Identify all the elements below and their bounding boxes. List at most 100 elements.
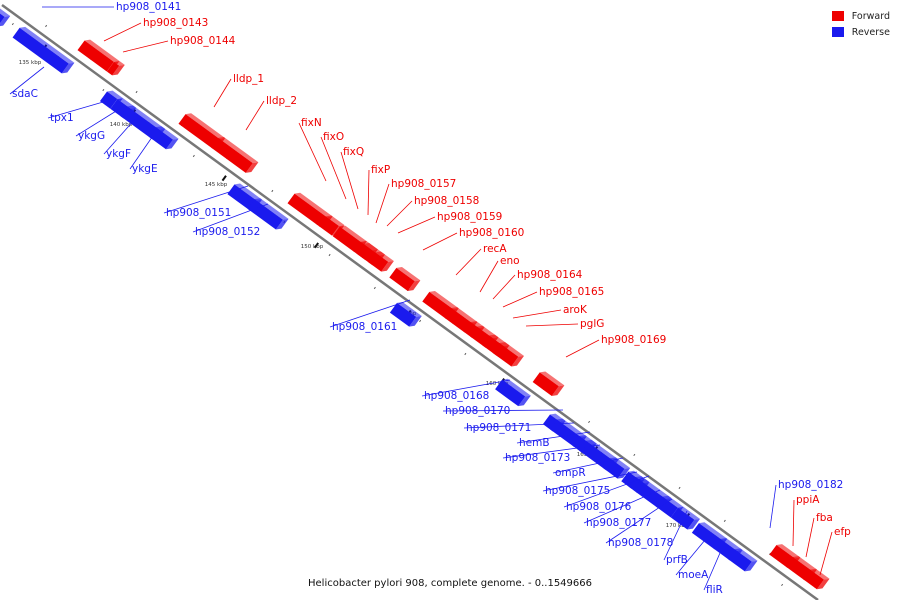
- gene-label-ykgE[interactable]: ykgE: [132, 163, 158, 175]
- gene-label-aroK[interactable]: aroK: [563, 304, 588, 316]
- gene-label-eno[interactable]: eno: [500, 255, 520, 267]
- legend-forward-label: Forward: [851, 10, 890, 22]
- gene-feature-hp908_0144[interactable]: [106, 59, 125, 78]
- genome-caption: Helicobacter pylori 908, complete genome…: [308, 578, 592, 589]
- gene-block-top: [218, 137, 259, 164]
- gene-feature-pglG[interactable]: [492, 340, 524, 369]
- leader-line-hp908_0182: [769, 484, 777, 529]
- gene-feature-hp908_0169[interactable]: [532, 369, 565, 398]
- gene-block-top: [698, 522, 728, 540]
- gene-label-hp908_0157[interactable]: hp908_0157: [391, 178, 456, 190]
- gene-label-hp908_0152[interactable]: hp908_0152: [195, 226, 260, 238]
- gene-feature-prfB[interactable]: [670, 505, 700, 532]
- gene-feature-lldp_2[interactable]: [211, 135, 259, 175]
- gene-label-hp908_0161[interactable]: hp908_0161: [332, 321, 397, 333]
- gene-feature-ompR[interactable]: [603, 455, 631, 481]
- gene-label-hp908_0170[interactable]: hp908_0170: [445, 405, 510, 417]
- gene-feature-hp908_0141[interactable]: [0, 1, 11, 29]
- gene-label-moeA[interactable]: moeA: [678, 569, 709, 581]
- minor-tick: [102, 88, 105, 92]
- gene-block-face: [368, 252, 389, 272]
- gene-label-fixN[interactable]: fixN: [301, 117, 322, 129]
- gene-block-side: [112, 64, 125, 76]
- gene-label-hp908_0151[interactable]: hp908_0151: [166, 207, 231, 219]
- gene-label-ykgF[interactable]: ykgF: [106, 148, 131, 160]
- gene-label-lldp_2[interactable]: lldp_2: [266, 95, 297, 107]
- gene-block-face: [727, 549, 752, 572]
- gene-label-tpx1[interactable]: tpx1: [50, 112, 74, 124]
- gene-label-hp908_0164[interactable]: hp908_0164: [517, 269, 583, 281]
- gene-label-fixQ[interactable]: fixQ: [343, 146, 364, 158]
- gene-label-hp908_0143[interactable]: hp908_0143: [143, 17, 208, 29]
- gene-block-face: [389, 267, 415, 291]
- gene-feature-hp908_0158[interactable]: [368, 249, 394, 274]
- minor-tick: [588, 420, 591, 424]
- gene-label-prfB[interactable]: prfB: [666, 554, 688, 566]
- gene-label-fba[interactable]: fba: [816, 512, 833, 524]
- gene-block-side: [381, 261, 394, 272]
- gene-label-fliR[interactable]: fliR: [706, 584, 723, 596]
- gene-feature-hp908_0182[interactable]: [727, 546, 758, 574]
- gene-block-face: [769, 544, 795, 568]
- gene-feature-hp908_0160[interactable]: [389, 265, 421, 294]
- scale-tick-label: 135 kbp: [19, 60, 42, 66]
- gene-label-hp908_0160[interactable]: hp908_0160: [459, 227, 524, 239]
- gene-block-top: [107, 90, 123, 100]
- gene-label-hp908_0159[interactable]: hp908_0159: [437, 211, 502, 223]
- gene-block-top: [720, 537, 743, 551]
- gene-label-sdaC[interactable]: sdaC: [12, 88, 38, 100]
- gene-block-side: [275, 218, 289, 230]
- scale-tick-label: 145 kbp: [205, 182, 228, 188]
- leader-line-hp908_0175: [542, 471, 638, 492]
- gene-label-fixO[interactable]: fixO: [323, 131, 344, 143]
- gene-label-hp908_0173[interactable]: hp908_0173: [505, 452, 570, 464]
- scale-tick-label: 140 kbp: [110, 122, 133, 128]
- gene-block-top: [375, 251, 394, 262]
- gene-label-hp908_0171[interactable]: hp908_0171: [466, 422, 531, 434]
- gene-label-hp908_0177[interactable]: hp908_0177: [586, 517, 651, 529]
- leader-line-hp908_0157: [375, 183, 390, 224]
- gene-feature-sdaC[interactable]: [12, 25, 75, 76]
- minor-tick: [192, 154, 195, 158]
- gene-label-ompR[interactable]: ompR: [555, 467, 586, 479]
- gene-label-hp908_0141[interactable]: hp908_0141: [116, 1, 181, 13]
- leader-line-eno: [479, 260, 499, 293]
- gene-label-ppiA[interactable]: ppiA: [796, 494, 820, 506]
- gene-label-hp908_0165[interactable]: hp908_0165: [539, 286, 604, 298]
- gene-label-fixP[interactable]: fixP: [371, 164, 390, 176]
- gene-label-hp908_0168[interactable]: hp908_0168: [424, 390, 489, 402]
- gene-label-pglG[interactable]: pglG: [580, 318, 604, 330]
- gene-block-face: [332, 226, 362, 252]
- minor-tick: [135, 90, 138, 94]
- gene-block-face: [785, 556, 812, 581]
- gene-block-top: [127, 105, 166, 130]
- leader-line-hemB: [516, 431, 591, 444]
- gene-label-hp908_0176[interactable]: hp908_0176: [566, 501, 632, 513]
- minor-tick: [328, 253, 331, 257]
- gene-block-top: [0, 3, 11, 17]
- gene-block-top: [114, 61, 125, 66]
- gene-label-hp908_0175[interactable]: hp908_0175: [545, 485, 610, 497]
- gene-label-hp908_0178[interactable]: hp908_0178: [608, 537, 673, 549]
- gene-feature-hp908_0152[interactable]: [247, 196, 289, 232]
- gene-block-face: [549, 419, 582, 447]
- leader-line-hp908_0169: [565, 339, 600, 358]
- gene-label-hemB[interactable]: hemB: [519, 437, 550, 449]
- gene-label-hp908_0182[interactable]: hp908_0182: [778, 479, 843, 491]
- gene-label-lldp_1[interactable]: lldp_1: [233, 73, 264, 85]
- gene-label-hp908_0169[interactable]: hp908_0169: [601, 334, 666, 346]
- minor-tick: [373, 286, 376, 290]
- gene-feature-hp908_0161[interactable]: [389, 300, 422, 329]
- gene-block-top: [677, 506, 700, 520]
- gene-feature-hp908_0168[interactable]: [495, 376, 531, 408]
- leader-line-efp: [819, 531, 833, 576]
- gene-label-efp[interactable]: efp: [834, 526, 851, 538]
- gene-label-ykgG[interactable]: ykgG: [78, 130, 105, 142]
- gene-label-recA[interactable]: recA: [483, 243, 507, 255]
- leader-line-hp908_0170: [442, 409, 564, 412]
- genome-backbone: [1, 3, 819, 600]
- gene-label-hp908_0144[interactable]: hp908_0144: [170, 35, 236, 47]
- gene-label-hp908_0158[interactable]: hp908_0158: [414, 195, 479, 207]
